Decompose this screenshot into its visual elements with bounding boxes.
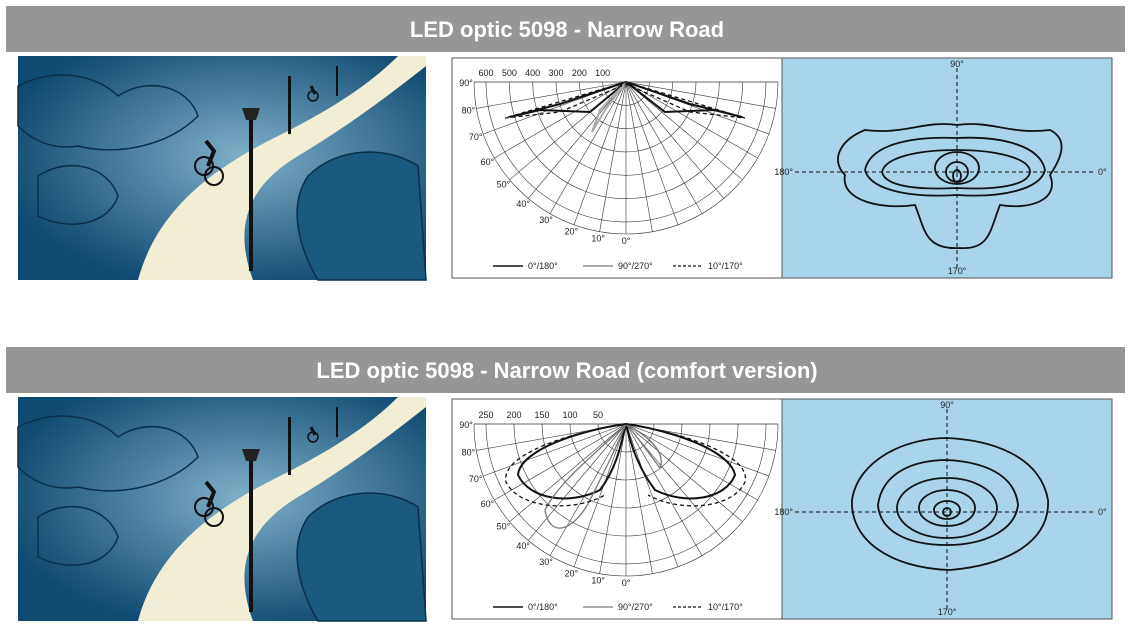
polar-spoke: [573, 423, 627, 567]
isolux-label: 170°: [938, 607, 957, 617]
isolux-label: 90°: [940, 400, 954, 410]
scene-illustration: [16, 54, 428, 282]
radial-label: 100: [562, 410, 577, 420]
angle-label: 40°: [516, 199, 530, 209]
polar-spoke: [625, 81, 743, 180]
legend-label: 90°/270°: [618, 261, 653, 271]
angle-label: 30°: [539, 215, 553, 225]
scene-illustration: [16, 395, 428, 623]
radial-label: 250: [478, 410, 493, 420]
polar-spoke: [573, 81, 627, 225]
polar-ring: [569, 423, 683, 481]
angle-label: 10°: [591, 234, 605, 244]
angle-label: 90°: [459, 420, 473, 430]
polar-spoke: [528, 81, 627, 199]
legend-label: 10°/170°: [708, 261, 743, 271]
polar-spoke: [483, 423, 627, 477]
angle-label: 0°: [622, 236, 631, 246]
isolux-label: 180°: [774, 507, 793, 517]
polar-grid: [473, 423, 779, 577]
radial-label: 200: [572, 68, 587, 78]
angle-label: 50°: [497, 180, 511, 190]
angle-label: 90°: [459, 78, 473, 88]
polar-ring: [555, 81, 697, 153]
polar-spoke: [509, 423, 627, 522]
polar-spoke: [625, 423, 769, 477]
radial-label: 50: [593, 410, 603, 420]
polar-spoke: [625, 423, 703, 556]
section-header: [6, 6, 1125, 52]
isolux-label: 0°: [1098, 167, 1107, 177]
polar-ring: [485, 423, 767, 565]
photometric-curves: [504, 80, 1063, 249]
polar-spoke: [625, 81, 703, 214]
polar-spoke: [625, 81, 724, 199]
polar-spoke: [625, 423, 743, 522]
angle-label: 80°: [462, 447, 476, 457]
angle-label: 10°: [591, 576, 605, 586]
polar-ring: [509, 81, 743, 199]
photometric-curves: [505, 422, 1049, 571]
polar-spoke: [599, 81, 627, 232]
angle-label: 20°: [564, 226, 578, 236]
section-title: LED optic 5098 - Narrow Road: [410, 17, 724, 42]
radial-label: 150: [534, 410, 549, 420]
legend-label: 10°/170°: [708, 602, 743, 612]
polar-ring: [485, 81, 767, 223]
angle-label: 70°: [469, 132, 483, 142]
angle-label: 60°: [481, 499, 495, 509]
radial-label: 100: [595, 68, 610, 78]
polar-ring: [602, 81, 650, 106]
polar-spoke: [494, 81, 627, 159]
radial-label: 300: [548, 68, 563, 78]
angle-label: 50°: [497, 522, 511, 532]
polar-spoke: [476, 81, 627, 109]
angle-label: 80°: [462, 105, 476, 115]
legend-label: 0°/180°: [528, 261, 558, 271]
polar-spoke: [625, 423, 758, 501]
section-title: LED optic 5098 - Narrow Road (comfort ve…: [316, 358, 817, 383]
polar-spoke: [625, 81, 653, 232]
polar-spoke: [625, 81, 758, 159]
polar-spoke: [494, 423, 627, 501]
angle-label: 30°: [539, 557, 553, 567]
polar-spoke: [625, 423, 679, 567]
angle-label: 40°: [516, 541, 530, 551]
polar-spoke: [625, 81, 776, 109]
polar-spoke: [549, 81, 627, 214]
angle-label: 20°: [564, 568, 578, 578]
angle-label: 70°: [469, 474, 483, 484]
radial-label: 200: [506, 410, 521, 420]
radial-label: 500: [502, 68, 517, 78]
legend-label: 90°/270°: [618, 602, 653, 612]
radial-label: 400: [525, 68, 540, 78]
polar-ring: [513, 423, 739, 537]
polar-grid: [473, 81, 779, 235]
angle-label: 0°: [622, 578, 631, 588]
polar-spoke: [599, 423, 627, 574]
polar-spoke: [625, 423, 653, 574]
isolux-label: 170°: [948, 266, 967, 276]
radial-label: 600: [478, 68, 493, 78]
polar-spoke: [549, 423, 627, 556]
polar-spoke: [625, 81, 679, 225]
isolux-label: 180°: [774, 167, 793, 177]
polar-ring: [532, 81, 720, 176]
section-header: [6, 347, 1125, 393]
legend-label: 0°/180°: [528, 602, 558, 612]
isolux-label: 0°: [1098, 507, 1107, 517]
angle-label: 60°: [481, 157, 495, 167]
isolux-label: 90°: [950, 59, 964, 69]
polar-ring: [541, 423, 711, 509]
polar-ring: [579, 81, 673, 129]
polar-spoke: [528, 423, 627, 541]
polar-ring: [597, 423, 655, 453]
